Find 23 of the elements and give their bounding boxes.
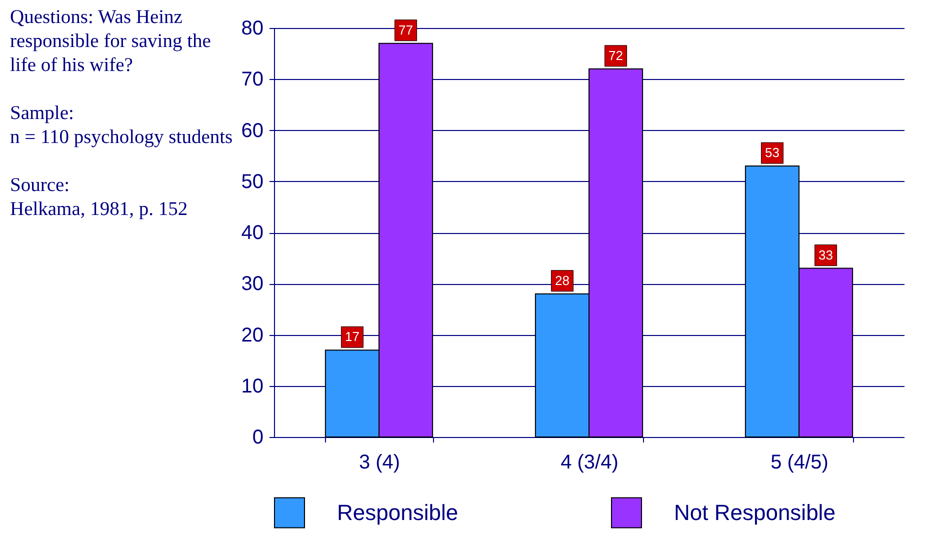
y-tick-label: 80: [241, 18, 264, 40]
x-tick-label: 3 (4): [358, 452, 400, 474]
data-label: 33: [818, 247, 834, 262]
data-label: 17: [344, 329, 360, 344]
y-tick-label: 40: [241, 222, 264, 244]
data-label: 53: [764, 145, 780, 160]
y-tick-label: 10: [241, 375, 264, 398]
legend-label: Not Responsible: [674, 500, 836, 525]
y-tick-label: 0: [252, 426, 264, 448]
source-note: Source: Helkama, 1981, p. 152: [10, 174, 189, 222]
data-label: 72: [608, 48, 624, 63]
y-tick-label: 30: [241, 273, 264, 296]
text: Questions: Was Heinz responsible for saving the life of his wife?: [10, 6, 212, 78]
y-tick-label: 50: [241, 170, 264, 193]
y-tick-label: 60: [241, 120, 264, 142]
data-label: 28: [554, 272, 570, 288]
legend-label: Responsible: [337, 500, 458, 525]
text: Sample: n = 110 psychology students: [10, 102, 234, 150]
data-label: 77: [398, 22, 414, 38]
y-tick-label: 20: [241, 324, 264, 346]
x-tick-label: 5 (4/5): [770, 452, 828, 474]
y-tick-label: 70: [241, 68, 264, 91]
x-tick-label: 4 (3/4): [560, 452, 618, 474]
